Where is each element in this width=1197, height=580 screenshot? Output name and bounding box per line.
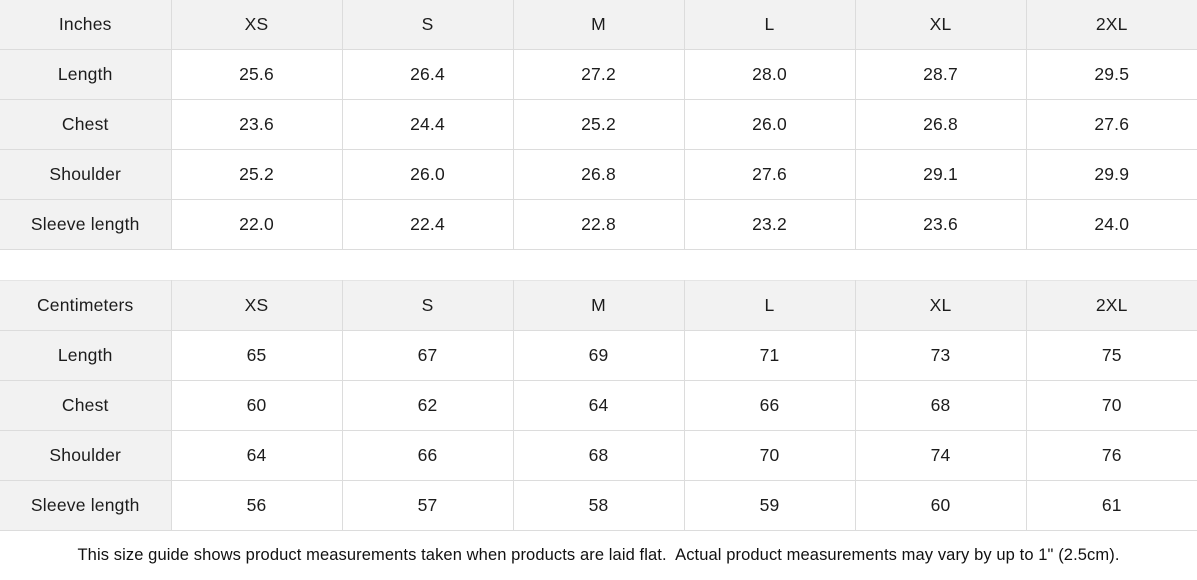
col-header-l: L [684, 280, 856, 331]
col-header-l: L [684, 0, 856, 50]
unit-header-inches: Inches [0, 0, 172, 50]
measurement-cell: 60 [855, 480, 1027, 531]
row-label-sleeve-length: Sleeve length [0, 480, 172, 531]
measurement-cell: 76 [1026, 430, 1197, 481]
measurement-cell: 73 [855, 330, 1027, 381]
col-header-s: S [342, 280, 514, 331]
measurement-cell: 25.6 [171, 49, 343, 100]
measurement-cell: 28.7 [855, 49, 1027, 100]
measurement-cell: 56 [171, 480, 343, 531]
col-header-2xl: 2XL [1026, 0, 1197, 50]
table-gap-spacer [0, 250, 1197, 280]
table-row: Shoulder 64 66 68 70 74 76 [0, 430, 1197, 481]
measurement-cell: 74 [855, 430, 1027, 481]
row-label-length: Length [0, 330, 172, 381]
measurement-cell: 26.0 [684, 99, 856, 150]
measurement-cell: 65 [171, 330, 343, 381]
col-header-m: M [513, 0, 685, 50]
measurement-cell: 69 [513, 330, 685, 381]
measurement-cell: 60 [171, 380, 343, 431]
col-header-s: S [342, 0, 514, 50]
size-guide-footnote: This size guide shows product measuremen… [0, 531, 1197, 580]
measurement-cell: 25.2 [171, 149, 343, 200]
measurement-cell: 27.2 [513, 49, 685, 100]
measurement-cell: 22.4 [342, 199, 514, 250]
measurement-cell: 24.4 [342, 99, 514, 150]
measurement-cell: 67 [342, 330, 514, 381]
table-row: Shoulder 25.2 26.0 26.8 27.6 29.1 29.9 [0, 149, 1197, 200]
col-header-xl: XL [855, 0, 1027, 50]
measurement-cell: 22.0 [171, 199, 343, 250]
measurement-cell: 28.0 [684, 49, 856, 100]
measurement-cell: 23.2 [684, 199, 856, 250]
measurement-cell: 61 [1026, 480, 1197, 531]
measurement-cell: 70 [684, 430, 856, 481]
measurement-cell: 26.0 [342, 149, 514, 200]
measurement-cell: 66 [342, 430, 514, 481]
measurement-cell: 22.8 [513, 199, 685, 250]
measurement-cell: 26.8 [855, 99, 1027, 150]
measurement-cell: 29.5 [1026, 49, 1197, 100]
table-row: Length 65 67 69 71 73 75 [0, 330, 1197, 381]
measurement-cell: 57 [342, 480, 514, 531]
measurement-cell: 68 [855, 380, 1027, 431]
col-header-2xl: 2XL [1026, 280, 1197, 331]
row-label-chest: Chest [0, 99, 172, 150]
measurement-cell: 70 [1026, 380, 1197, 431]
measurement-cell: 58 [513, 480, 685, 531]
measurement-cell: 71 [684, 330, 856, 381]
table-row: Sleeve length 22.0 22.4 22.8 23.2 23.6 2… [0, 199, 1197, 250]
measurement-cell: 26.8 [513, 149, 685, 200]
unit-header-centimeters: Centimeters [0, 280, 172, 331]
row-label-length: Length [0, 49, 172, 100]
measurement-cell: 29.9 [1026, 149, 1197, 200]
measurement-cell: 25.2 [513, 99, 685, 150]
measurement-cell: 24.0 [1026, 199, 1197, 250]
measurement-cell: 29.1 [855, 149, 1027, 200]
measurement-cell: 66 [684, 380, 856, 431]
measurement-cell: 23.6 [855, 199, 1027, 250]
col-header-xs: XS [171, 280, 343, 331]
measurement-cell: 75 [1026, 330, 1197, 381]
centimeters-header-row: Centimeters XS S M L XL 2XL [0, 280, 1197, 331]
measurement-cell: 64 [171, 430, 343, 481]
table-row: Length 25.6 26.4 27.2 28.0 28.7 29.5 [0, 49, 1197, 100]
table-row: Chest 60 62 64 66 68 70 [0, 380, 1197, 431]
col-header-m: M [513, 280, 685, 331]
row-label-chest: Chest [0, 380, 172, 431]
row-label-shoulder: Shoulder [0, 149, 172, 200]
col-header-xl: XL [855, 280, 1027, 331]
measurement-cell: 68 [513, 430, 685, 481]
col-header-xs: XS [171, 0, 343, 50]
inches-header-row: Inches XS S M L XL 2XL [0, 0, 1197, 50]
row-label-sleeve-length: Sleeve length [0, 199, 172, 250]
centimeters-size-table: Centimeters XS S M L XL 2XL Length 65 67… [0, 280, 1197, 531]
inches-size-table: Inches XS S M L XL 2XL Length 25.6 26.4 … [0, 0, 1197, 250]
table-row: Sleeve length 56 57 58 59 60 61 [0, 480, 1197, 531]
measurement-cell: 26.4 [342, 49, 514, 100]
measurement-cell: 59 [684, 480, 856, 531]
table-row: Chest 23.6 24.4 25.2 26.0 26.8 27.6 [0, 99, 1197, 150]
measurement-cell: 27.6 [684, 149, 856, 200]
measurement-cell: 64 [513, 380, 685, 431]
row-label-shoulder: Shoulder [0, 430, 172, 481]
measurement-cell: 62 [342, 380, 514, 431]
measurement-cell: 23.6 [171, 99, 343, 150]
measurement-cell: 27.6 [1026, 99, 1197, 150]
